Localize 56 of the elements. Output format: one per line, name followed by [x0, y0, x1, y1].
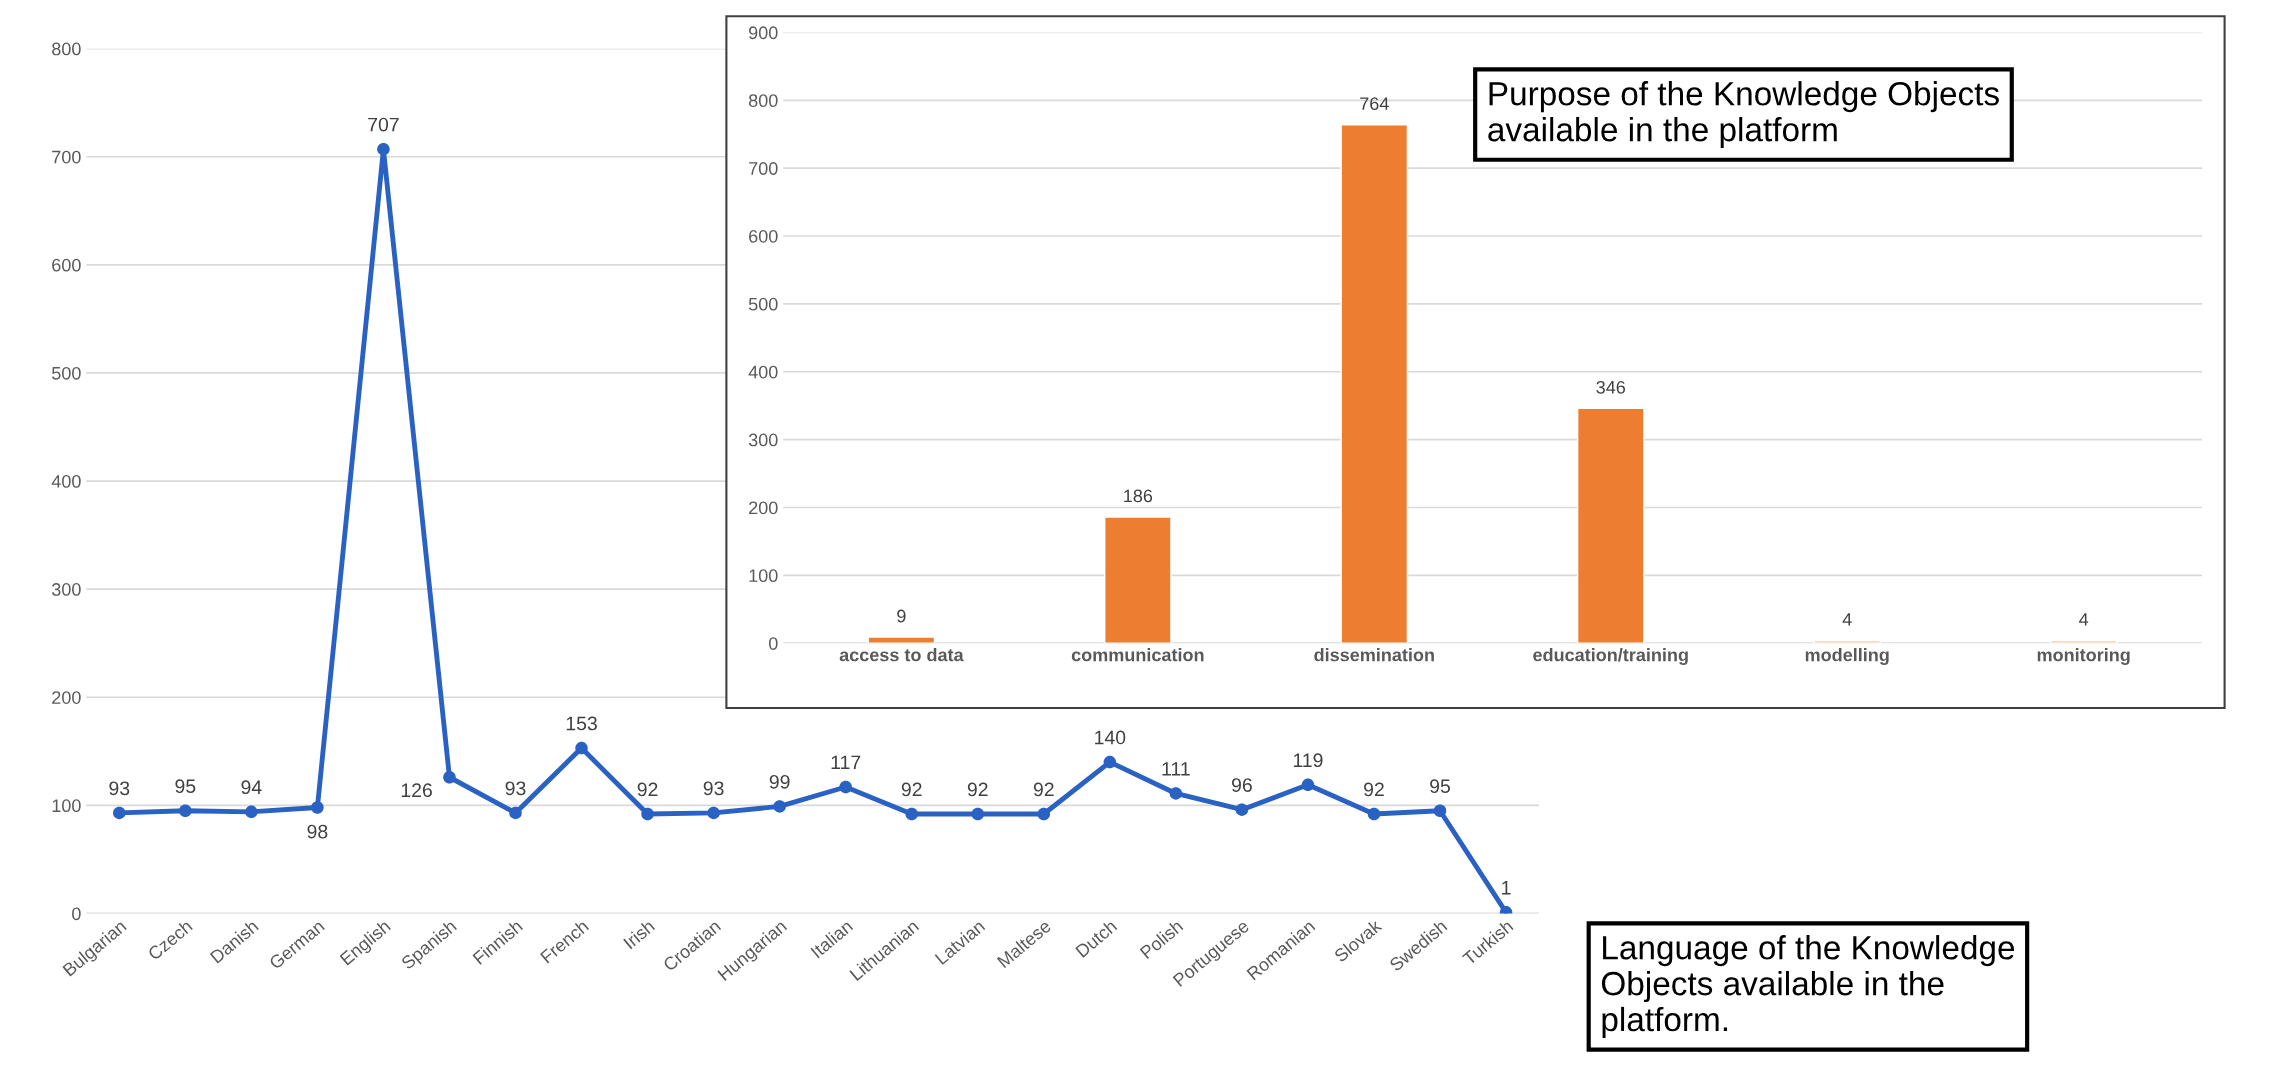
y-tick-label: 600 [749, 229, 778, 243]
data-label: 92 [901, 782, 922, 797]
data-label: 92 [637, 782, 658, 797]
y-tick-label: 600 [52, 258, 81, 272]
data-label: 95 [1430, 779, 1451, 794]
data-label: 140 [1095, 730, 1126, 745]
data-label: 346 [1596, 380, 1626, 394]
data-label: 186 [1124, 489, 1153, 503]
data-label: 111 [1162, 762, 1190, 776]
y-tick-label: 0 [768, 637, 778, 650]
y-tick-label: 800 [52, 42, 81, 56]
data-label: 92 [967, 782, 988, 797]
data-label: 707 [368, 117, 399, 132]
y-tick-label: 300 [51, 583, 81, 596]
data-label: 95 [175, 779, 196, 794]
y-tick-label: 500 [748, 297, 778, 311]
y-tick-label: 100 [52, 799, 81, 813]
data-label: 93 [505, 781, 526, 796]
x-tick-label: dissemination [1314, 648, 1434, 662]
y-tick-label: 700 [52, 150, 81, 164]
data-label: 99 [769, 774, 790, 789]
y-tick-label: 900 [749, 26, 778, 40]
data-label: 1 [1502, 881, 1511, 895]
x-tick-label: monitoring [2037, 648, 2130, 665]
data-label: 98 [307, 824, 328, 839]
y-tick-label: 100 [749, 569, 778, 583]
data-label: 93 [703, 781, 724, 796]
data-label: 96 [1231, 778, 1252, 792]
y-tick-label: 200 [52, 691, 81, 704]
x-tick-label: access to data [839, 648, 964, 662]
x-tick-label: modelling [1805, 648, 1889, 665]
y-tick-label: 400 [51, 474, 81, 488]
y-tick-label: 300 [748, 433, 778, 447]
data-label: 92 [1033, 782, 1054, 797]
data-label: 93 [109, 781, 130, 796]
annotation: Purpose of the Knowledge Objects available in the platform [1488, 81, 1999, 149]
data-label: 126 [401, 783, 432, 798]
x-tick-label: Irish [622, 919, 656, 950]
text: Language of the Knowledge Objects available in the platform. [1601, 935, 2015, 1038]
data-label: 92 [1364, 782, 1384, 797]
data-label: 4 [1842, 613, 1852, 626]
x-tick-label: education/training [1533, 648, 1688, 665]
data-label: 153 [566, 716, 597, 731]
y-tick-label: 500 [52, 366, 81, 380]
y-tick-label: 200 [749, 501, 778, 515]
data-label: 764 [1360, 97, 1389, 111]
y-tick-label: 700 [749, 162, 778, 175]
data-label: 4 [2079, 613, 2089, 626]
x-tick-label: communication [1071, 648, 1204, 662]
data-label: 9 [897, 609, 906, 623]
data-label: 117 [831, 755, 861, 770]
y-tick-label: 0 [72, 907, 81, 921]
data-label: 119 [1293, 753, 1323, 768]
y-tick-label: 400 [748, 365, 778, 379]
y-tick-label: 800 [748, 94, 778, 108]
data-label: 94 [241, 780, 262, 795]
